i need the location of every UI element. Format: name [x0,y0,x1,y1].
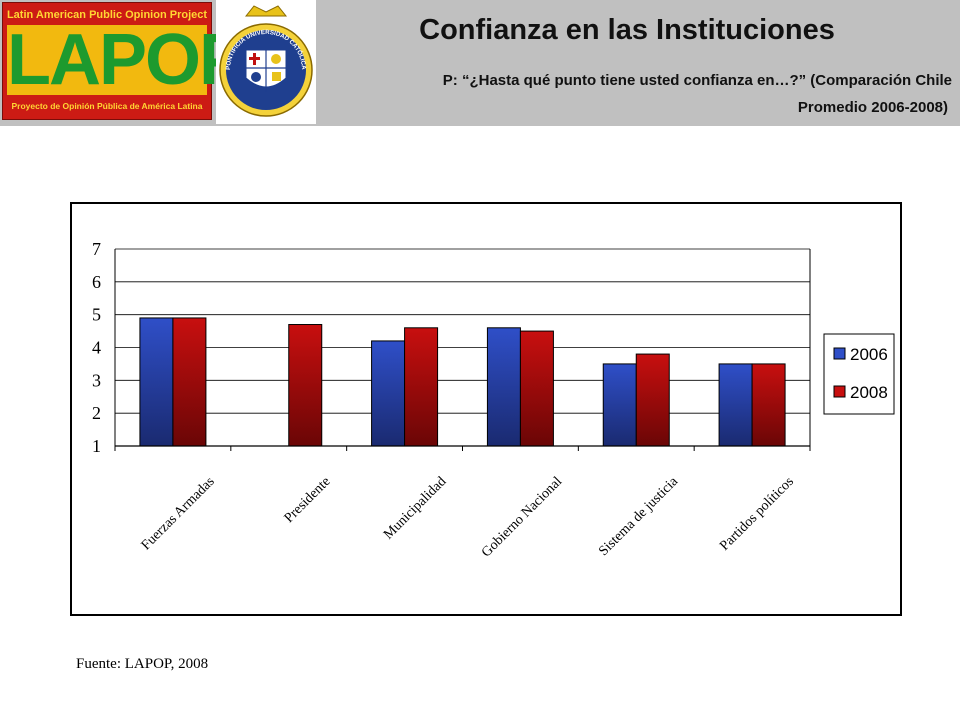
x-axis-category-labels: Fuerzas Armadas Presidente Municipalidad Go… [139,474,797,561]
y-tick-label: 5 [92,305,101,325]
bar-2008-2 [404,327,439,447]
legend: 2006 2008 [823,333,895,415]
bar-2008-1 [288,324,323,447]
seal-emblem-icon: PONTIFICIA UNIVERSIDAD CATÓLICA DE CHILE [214,0,313,117]
lapop-logo-band: LAPOP [7,20,247,100]
x-category-label: Fuerzas Armadas [139,474,218,553]
page-title: Confianza en las Instituciones [419,14,835,46]
x-category-label: Partidos políticos [717,474,797,554]
gridlines [115,248,810,447]
y-tick-label: 7 [92,239,101,259]
legend-swatch-2006 [833,347,846,360]
bar-2008-4 [635,353,670,447]
x-category-label: Municipalidad [381,474,449,542]
x-category-label: Sistema de justicia [596,474,681,559]
bar-2006-3 [486,327,521,447]
survey-question-continuation: Promedio 2006-2008) [797,99,948,116]
lapop-logo-word: LAPOP [7,20,247,100]
chart-frame: 1 2 3 4 5 6 7 Fuerzas Armadas Presidente Municip… [70,202,902,616]
legend-box [823,333,895,415]
bar-2006-5 [718,363,753,447]
y-tick-label: 6 [92,272,101,292]
lapop-logo-bottom-text: Proyecto de Opinión Pública de América L… [11,101,203,111]
x-category-label: Gobierno Nacional [479,474,565,560]
y-tick-label: 3 [92,370,101,390]
bar-2008-3 [519,330,554,447]
legend-swatch-2008 [833,385,846,398]
bars [139,317,786,447]
y-axis-ticks: 1 2 3 4 5 6 7 [92,239,101,456]
legend-label-2006: 2006 [850,345,888,364]
university-seal: PONTIFICIA UNIVERSIDAD CATÓLICA DE CHILE [214,0,316,124]
header-banner: Latin American Public Opinion Project LA… [0,0,960,126]
survey-question: P: “¿Hasta qué punto tiene usted confian… [442,72,952,89]
bar-2006-4 [602,363,637,447]
x-category-label: Presidente [282,474,334,526]
lapop-logo: Latin American Public Opinion Project LA… [2,2,247,120]
bar-chart: 1 2 3 4 5 6 7 Fuerzas Armadas Presidente Municip… [92,239,895,561]
bar-2008-5 [751,363,786,447]
source-note: Fuente: LAPOP, 2008 [76,656,209,672]
y-tick-label: 4 [92,338,101,358]
lapop-logo-top-text: Latin American Public Opinion Project [6,9,208,21]
axes [114,249,811,451]
bar-2006-0 [139,317,174,447]
bar-2006-2 [371,340,406,447]
y-tick-label: 2 [92,403,101,423]
legend-label-2008: 2008 [850,383,888,402]
y-tick-label: 1 [92,436,101,456]
bar-2008-0 [172,317,207,447]
